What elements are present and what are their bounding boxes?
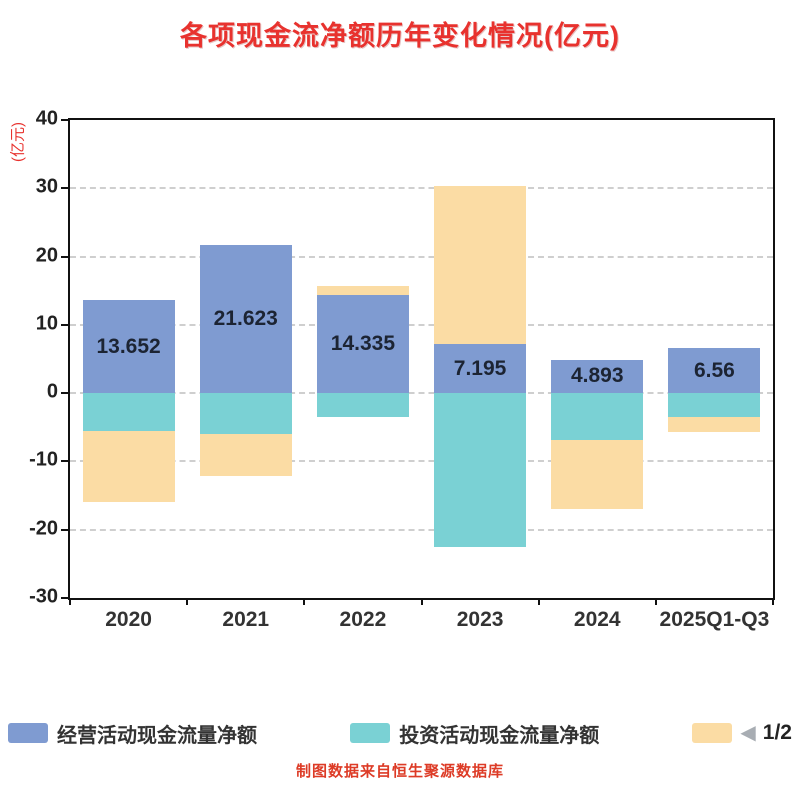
- x-axis-tick: [186, 598, 189, 605]
- bar-segment-series1-2023: [434, 344, 527, 394]
- x-axis-tick: [420, 598, 423, 605]
- bar-segment-series1-2020: [82, 299, 175, 394]
- y-axis-tick-label: 0: [46, 380, 58, 403]
- bar-value-label: 13.652: [96, 334, 161, 358]
- y-axis-tick-label: -10: [29, 448, 58, 471]
- x-axis-category-label: 2024: [573, 608, 621, 631]
- bar-segment-series3-2023: [434, 186, 527, 344]
- y-axis-tick-label: -20: [29, 517, 58, 540]
- bar-segment-series3-2020: [82, 430, 175, 503]
- y-axis-tick: [61, 528, 68, 531]
- y-axis-tick: [61, 255, 68, 258]
- gridline: [70, 392, 773, 395]
- bar-segment-series1-2024: [551, 359, 644, 394]
- bar-segment-series3-2024: [551, 439, 644, 510]
- y-axis-tick: [61, 323, 68, 326]
- y-axis-tick-label: 20: [35, 243, 58, 266]
- legend-pagination: ◀ 1/2: [740, 721, 792, 745]
- plot-area: 40 30 20 10 0 -10 -20 -30 2020 13.652 2021 21.623 20…: [29, 107, 775, 631]
- x-axis-tick: [772, 598, 774, 605]
- x-axis-category-label: 2020: [105, 608, 152, 631]
- x-axis-category-label: 2025Q1-Q3: [659, 608, 770, 631]
- legend: 经营活动现金流量净额 投资活动现金流量净额 ◀ 1/2: [8, 718, 792, 748]
- x-axis-tick: [654, 598, 657, 605]
- chart-title: 各项现金流净额历年变化情况(亿元): [180, 21, 620, 51]
- bar-segment-series2-2025Q1-Q3: [668, 393, 761, 418]
- x-axis-category-label: 2023: [456, 608, 504, 631]
- legend-swatch: [350, 723, 391, 743]
- x-axis-category-label: 2022: [339, 608, 387, 631]
- bar-segment-series2-2023: [434, 393, 527, 547]
- bar-value-label: 6.56: [693, 358, 735, 382]
- y-axis-tick-label: 10: [35, 312, 58, 335]
- bar-value-label: 21.623: [213, 307, 278, 331]
- bar-segment-series2-2024: [551, 393, 644, 440]
- pagination-label: 1/2: [762, 721, 792, 744]
- legend-swatch: [692, 723, 733, 743]
- legend-item-3[interactable]: [692, 723, 733, 743]
- bar-segment-series3-2022: [316, 285, 409, 296]
- bar-segment-series1-2021: [199, 245, 292, 394]
- bar-segment-series2-2022: [316, 393, 409, 418]
- gridline: [70, 528, 773, 531]
- data-source-caption: 制图数据来自恒生聚源数据库: [295, 763, 504, 780]
- gridline: [70, 323, 773, 326]
- x-axis-tick: [537, 598, 540, 605]
- y-axis-tick: [61, 597, 68, 599]
- legend-items: 经营活动现金流量净额 投资活动现金流量净额: [8, 719, 733, 748]
- y-axis-tick-label: 40: [35, 107, 58, 130]
- bar-value-label: 14.335: [330, 332, 396, 356]
- bar-segment-series3-2021: [199, 434, 292, 477]
- bar-segment-series1-2022: [316, 295, 409, 394]
- y-axis-tick-label: -30: [29, 585, 58, 608]
- legend-swatch: [8, 723, 48, 743]
- gridline: [70, 460, 773, 463]
- legend-label: 投资活动现金流量净额: [399, 724, 600, 747]
- bar-segment-series2-2021: [199, 393, 292, 435]
- gridline: [70, 255, 773, 258]
- legend-item-2[interactable]: 投资活动现金流量净额: [350, 719, 599, 748]
- bar-segment-series1-2025Q1-Q3: [668, 348, 761, 394]
- y-axis-tick-label: 30: [35, 175, 58, 198]
- bar-value-label: 7.195: [453, 356, 507, 380]
- bar-segment-series3-2025Q1-Q3: [668, 417, 761, 433]
- bar-value-label: 4.893: [570, 364, 624, 388]
- y-axis-tick: [61, 119, 68, 121]
- x-axis-tick: [303, 598, 306, 605]
- x-axis-category-label: 2021: [222, 608, 270, 631]
- y-axis-tick: [61, 392, 68, 395]
- y-axis-tick: [61, 460, 68, 463]
- x-axis-tick: [69, 598, 71, 605]
- legend-item-1[interactable]: 经营活动现金流量净额: [8, 719, 257, 748]
- legend-label: 经营活动现金流量净额: [57, 724, 257, 747]
- y-axis-tick: [61, 187, 68, 190]
- gridline: [70, 187, 773, 190]
- bar-segment-series2-2020: [82, 393, 175, 431]
- pagination-prev-icon[interactable]: ◀: [740, 722, 756, 744]
- y-axis-unit-label: (亿元): [9, 122, 27, 162]
